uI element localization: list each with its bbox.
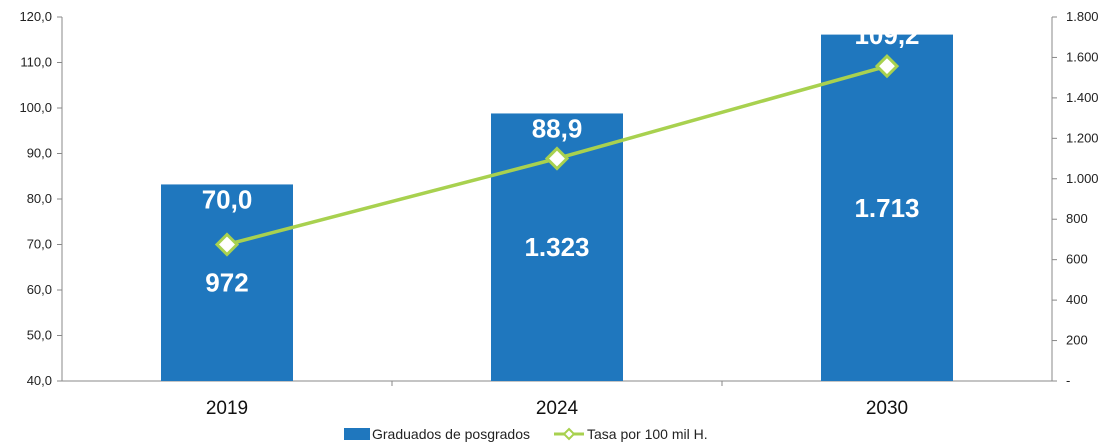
y-right-tick-label: 400 [1066, 292, 1088, 307]
line-marker [874, 54, 900, 79]
line-series [214, 54, 900, 257]
legend-swatch-bar [344, 428, 370, 440]
y-right-tick-label: 1.800 [1066, 9, 1099, 24]
y-left-tick-label: 60,0 [27, 282, 52, 297]
y-right-tick-label: 1.200 [1066, 130, 1099, 145]
bar [161, 184, 293, 381]
legend: Graduados de posgrados Tasa por 100 mil H… [344, 426, 708, 442]
y-right-tick-label: 600 [1066, 252, 1088, 267]
y-left-tick-label: 100,0 [19, 100, 52, 115]
y-right-tick-label: 800 [1066, 211, 1088, 226]
bars [161, 34, 953, 382]
bar-data-label: 972 [205, 268, 248, 298]
axes: 40,0 50,0 60,0 70,0 80,0 90,0 100,0 110,0 120,0 -… [19, 9, 1098, 419]
legend-label-line: Tasa por 100 mil H. [587, 426, 708, 442]
x-tick-label: 2019 [206, 398, 248, 419]
bar-data-label: 1.323 [524, 232, 589, 262]
y-right-tick-label: 1.400 [1066, 90, 1099, 105]
line-data-label: 109,2 [854, 20, 919, 50]
y-left-tick-label: 120,0 [19, 9, 52, 24]
line-marker [544, 146, 570, 171]
y-left-tick-label: 80,0 [27, 191, 52, 206]
y-left-tick-label: 70,0 [27, 237, 52, 252]
line-marker [214, 232, 240, 257]
legend-swatch-marker [562, 427, 576, 441]
y-right-tick-label: 1.600 [1066, 49, 1099, 64]
line-data-label: 88,9 [532, 113, 583, 143]
data-labels: 70,0 88,9 109,2 972 1.323 1.713 [202, 20, 920, 298]
x-tick-label: 2030 [866, 398, 908, 419]
y-left-tick-label: 50,0 [27, 328, 52, 343]
y-left-tick-label: 40,0 [27, 373, 52, 388]
legend-label-bar: Graduados de posgrados [372, 426, 530, 442]
y-right-tick-label: 1.000 [1066, 171, 1099, 186]
y-left-tick-label: 90,0 [27, 146, 52, 161]
y-right-tick-label: - [1066, 373, 1070, 388]
y-left-tick-label: 110,0 [20, 55, 52, 70]
line-data-label: 70,0 [202, 184, 253, 214]
x-tick-label: 2024 [536, 398, 579, 419]
bar-data-label: 1.713 [854, 193, 919, 223]
y-right-tick-label: 200 [1066, 333, 1088, 348]
bar [821, 34, 953, 382]
